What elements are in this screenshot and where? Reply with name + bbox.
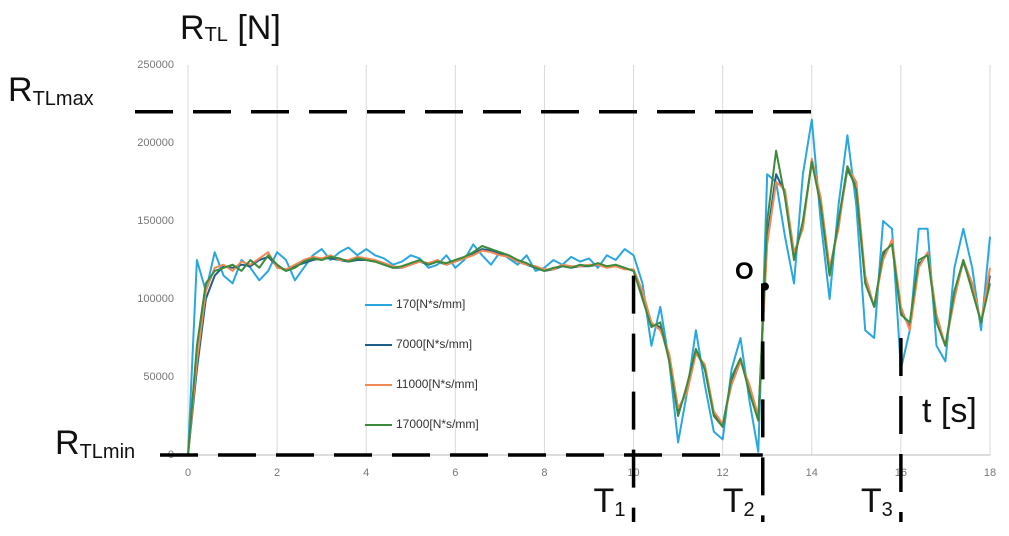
reference-label: T1 <box>594 482 626 521</box>
series-line <box>187 157 991 456</box>
y-tick-label: 200000 <box>137 137 174 149</box>
legend-label: 7000[N*s/mm] <box>396 337 472 351</box>
label-main: R <box>8 71 33 109</box>
y-tick-label: 150000 <box>137 215 174 227</box>
y-tick-label: 250000 <box>137 59 174 71</box>
label-sub: 2 <box>744 499 755 521</box>
label-main: T <box>723 482 744 520</box>
reference-label: T2 <box>723 482 755 521</box>
series-line <box>187 160 991 456</box>
label-sub: 1 <box>614 499 625 521</box>
series-line <box>187 149 991 456</box>
label-main: T <box>594 482 615 520</box>
series-line <box>187 118 991 456</box>
x-tick-label: 4 <box>363 467 369 479</box>
x-tick-label: 6 <box>452 467 458 479</box>
point-marker <box>760 282 769 291</box>
x-tick-label: 14 <box>806 467 818 479</box>
label-main: T <box>861 482 882 520</box>
label-sub: 3 <box>882 499 893 521</box>
legend-label: 11000[N*s/mm] <box>396 377 478 391</box>
label-sub: TL <box>205 24 228 46</box>
label-main: R <box>55 424 80 462</box>
x-tick-label: 8 <box>541 467 547 479</box>
legend-label: 170[N*s/mm] <box>396 297 465 311</box>
x-axis-title: t [s] <box>922 392 977 430</box>
x-tick-label: 0 <box>185 467 191 479</box>
label-main: R <box>180 9 205 47</box>
y-axis-title: RTL [N] <box>180 9 281 47</box>
reference-label: T3 <box>861 482 893 521</box>
legend-label: 17000[N*s/mm] <box>396 417 479 431</box>
reference-label: RTLmin <box>55 424 135 463</box>
point-label: O <box>735 258 754 285</box>
y-tick-label: 100000 <box>137 293 174 305</box>
label-sub: TLmax <box>33 88 94 110</box>
x-tick-label: 2 <box>274 467 280 479</box>
reference-label: RTLmax <box>8 71 94 110</box>
label-sub: TLmin <box>80 441 136 463</box>
x-tick-label: 18 <box>984 467 996 479</box>
y-tick-label: 50000 <box>143 371 174 383</box>
x-tick-label: 12 <box>717 467 729 479</box>
plot: 170[N*s/mm] 7000[N*s/mm] 11000[N*s/mm] 1700… <box>187 118 991 456</box>
label-suffix: [N] <box>228 9 281 47</box>
